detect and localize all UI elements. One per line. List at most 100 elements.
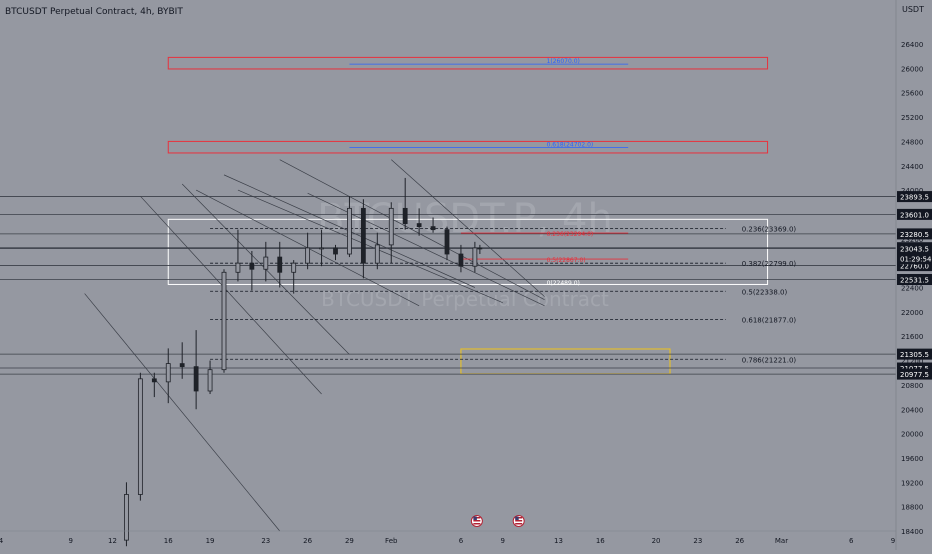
candle-body-19 [388,207,394,246]
price-tick-18: 25600 [901,90,923,98]
price-badge-bg-6 [897,348,932,360]
watermark-name: BTCUSDT Perpetual Contract [321,287,609,311]
candle-body-26 [477,247,483,250]
candle-body-2 [151,378,157,383]
candle-body-13 [305,247,311,264]
candle-body-23 [444,229,450,255]
current-price-badge: 23043.5 [900,245,929,253]
fib-red-label-0: 0.236(23294.0) [547,231,594,238]
price-badge-6: 21305.5 [900,351,929,359]
time-tick-10: 9 [501,537,505,545]
time-tick-18: 9 [891,537,895,545]
flag-canton-0 [473,516,477,520]
price-badge-8: 20977.5 [900,371,929,379]
time-tick-16: Mar [775,537,788,545]
time-tick-0: 4 [0,537,4,545]
candle-body-17 [360,207,366,264]
price-tick-0: 18400 [901,528,923,536]
symbol-title[interactable]: BTCUSDT Perpetual Contract, 4h, BYBIT [5,7,183,17]
trend-line-5 [237,189,503,304]
price-tick-15: 24400 [901,163,923,171]
price-badge-bg-1 [897,208,932,220]
candle-body-3 [165,363,171,383]
price-tick-19: 26000 [901,65,923,73]
candle-body-9 [249,262,255,270]
price-tick-17: 25200 [901,114,923,122]
candle-body-4 [179,363,185,368]
fib-layer: 0.236(23369.0) 0.382(22799.0) 0.5(22338.0)… [210,58,796,364]
candle-body-6 [207,369,213,392]
price-tick-8: 21600 [901,333,923,341]
event-markers [470,515,525,527]
fib-red-label-1: 0.5(22867.0) [547,257,586,264]
price-badge-bg-0 [897,191,932,203]
time-tick-5: 23 [261,537,270,545]
price-tick-1: 18800 [901,504,923,512]
trend-line-1 [140,195,322,395]
price-badge-5: 22531.5 [900,276,929,284]
price-tick-10: 22400 [901,285,923,293]
candle-body-18 [374,244,380,264]
fib-blue-label-0: 1(26070.0) [547,58,580,65]
flag-stripe-0-b [473,520,481,522]
price-tick-2: 19200 [901,479,923,487]
fib-blue-label-1: 0.618(24702.0) [547,141,594,148]
price-tick-20: 26400 [901,41,923,49]
candle-body-5 [193,366,199,392]
candle-body-14 [319,247,324,250]
price-tick-6: 20800 [901,382,923,390]
candle-body-12 [291,262,297,273]
time-tick-1: 9 [68,537,72,545]
time-tick-4: 19 [206,537,215,545]
flag-stripe-1-c [515,523,523,525]
candle-body-20 [402,207,408,224]
price-axis[interactable]: 18400 18800 19200 19600 20000 20400 20800 21200… [895,0,932,550]
fib-level-label-1: 0.382(22799.0) [742,260,797,268]
zone-red-1 [167,140,769,154]
time-tick-15: 26 [735,537,744,545]
axis-unit-label: USDT [902,5,924,14]
fib-level-label-4: 0.786(21221.0) [742,356,797,364]
flag-canton-1 [515,516,519,520]
price-badge-bg-5 [897,273,932,285]
price-tick-3: 19600 [901,455,923,463]
price-tick-16: 24800 [901,138,923,146]
trend-line-6 [279,159,545,300]
candle-body-25 [472,247,478,267]
candle-body-22 [430,226,436,231]
candle-body-8 [235,262,241,273]
time-tick-17: 6 [849,537,854,545]
candle-body-15 [333,247,338,255]
candle-body-0 [124,494,129,541]
flag-stripe-1-b [515,520,523,522]
fib-level-label-3: 0.618(21877.0) [742,316,797,324]
price-badge-bg-8 [897,368,932,380]
time-tick-6: 26 [303,537,312,545]
zone-red-0 [167,56,769,70]
price-badge-2: 23280.5 [900,231,929,239]
fib-red-label-2: 0(22489.0) [547,280,580,287]
time-tick-14: 23 [693,537,702,545]
candle-body-7 [221,271,227,371]
fib-level-label-0: 0.236(23369.0) [742,226,797,234]
price-tick-9: 22000 [901,309,923,317]
flag-stripe-0-c [473,523,481,525]
time-tick-2: 12 [108,537,117,545]
time-tick-3: 16 [164,537,173,545]
candle-body-11 [277,256,283,273]
time-tick-7: 29 [345,537,354,545]
trend-line-0 [84,293,281,532]
time-tick-13: 20 [652,537,661,545]
time-tick-9: 6 [459,537,464,545]
time-axis[interactable]: 4 9 12 16 19 23 26 29 Feb 6 9 13 16 20 23 26 Mar 6 9 [0,530,896,545]
time-tick-11: 13 [554,537,563,545]
candle-body-1 [137,378,143,495]
price-badge-bg-4 [897,260,932,272]
price-badge-bg-2 [897,228,932,240]
price-badge-0: 23893.5 [900,194,929,202]
candle-body-24 [458,253,464,267]
price-badge-1: 23601.0 [900,211,929,219]
